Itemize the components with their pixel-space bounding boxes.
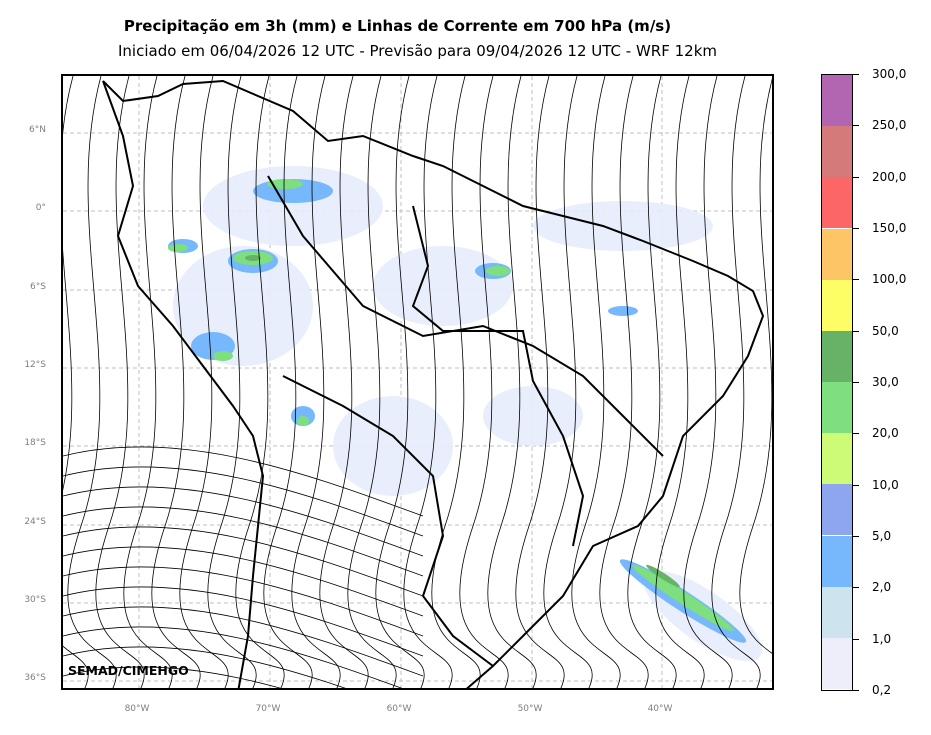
latitude-label: 6°S <box>30 282 46 292</box>
colorbar-tick <box>852 587 859 589</box>
streamline <box>459 76 509 688</box>
streamline <box>599 76 649 688</box>
colorbar-label: 50,0 <box>872 323 899 338</box>
colorbar-segment <box>822 75 852 127</box>
precipitation-field <box>168 166 763 662</box>
streamline <box>431 76 481 688</box>
latitude-label: 24°S <box>24 517 46 527</box>
streamline <box>95 76 145 688</box>
streamline <box>63 76 89 688</box>
colorbar-tick <box>852 74 859 75</box>
longitude-label: 40°W <box>647 704 673 714</box>
streamline <box>543 76 593 688</box>
streamline <box>63 446 424 517</box>
colorbar-label: 30,0 <box>872 375 899 389</box>
colorbar-segment <box>822 279 852 331</box>
streamline <box>63 486 424 557</box>
colorbar-segment <box>822 433 852 485</box>
latitude-label: 0° <box>35 203 46 213</box>
colorbar-label: 150,0 <box>872 221 907 235</box>
streamline <box>235 76 285 688</box>
streamline <box>291 76 341 688</box>
longitude-label: 80°W <box>124 704 150 714</box>
colorbar-label: 10,0 <box>872 477 899 492</box>
colorbar-tick <box>852 433 859 435</box>
streamline <box>123 76 173 688</box>
streamline <box>347 76 397 688</box>
map-canvas <box>63 76 772 688</box>
colorbar-label: 300,0 <box>872 67 907 81</box>
longitude-label: 70°W <box>255 704 281 714</box>
streamline <box>67 76 117 688</box>
streamline <box>487 76 537 688</box>
colorbar-segment <box>822 177 852 229</box>
streamline <box>207 76 257 688</box>
streamline <box>627 76 677 688</box>
colorbar-segment <box>822 330 852 382</box>
colorbar-tick <box>852 279 859 281</box>
map-title: Precipitação em 3h (mm) e Linhas de Corr… <box>123 17 672 35</box>
colorbar-label: 2,0 <box>872 580 892 595</box>
streamline <box>63 466 424 537</box>
colorbar-segment <box>822 637 852 689</box>
colorbar-label: 20,0 <box>872 426 899 441</box>
streamline <box>63 646 346 688</box>
latitude-label: 30°S <box>24 595 46 605</box>
map-subtitle: Iniciado em 06/04/2026 12 UTC - Previsão… <box>117 42 718 60</box>
colorbar-tick <box>852 638 859 640</box>
colorbar-label: 250,0 <box>872 118 907 133</box>
forecast-map[interactable] <box>61 74 774 690</box>
colorbar-segment <box>822 228 852 280</box>
colorbar-segment <box>822 484 852 536</box>
streamline <box>515 76 565 688</box>
colorbar-tick <box>852 176 859 178</box>
colorbar-tick <box>852 690 859 691</box>
credit-label: SEMAD/CIMEHGO <box>68 663 189 678</box>
colorbar-segment <box>822 535 852 587</box>
colorbar-segment <box>822 382 852 434</box>
latitude-label: 18°S <box>24 438 46 448</box>
colorbar-label: 1,0 <box>872 631 892 646</box>
streamline <box>63 626 403 688</box>
colorbar-segment <box>822 586 852 638</box>
colorbar-tick <box>852 330 859 332</box>
streamline <box>63 586 424 657</box>
streamline <box>63 606 424 677</box>
colorbar-label: 5,0 <box>872 529 892 543</box>
colorbar-tick <box>852 536 859 537</box>
streamline <box>63 666 282 688</box>
streamline <box>179 76 229 688</box>
streamline <box>375 76 425 688</box>
latitude-label: 6°N <box>29 125 46 135</box>
longitude-label: 50°W <box>517 704 543 714</box>
colorbar-tick <box>852 228 859 229</box>
streamline <box>571 76 621 688</box>
colorbar-tick <box>852 125 859 127</box>
streamline <box>151 76 201 688</box>
streamline <box>263 76 313 688</box>
colorbar-tick <box>852 484 859 486</box>
streamline <box>711 76 761 688</box>
streamline <box>319 76 369 688</box>
streamline <box>63 566 424 637</box>
streamline <box>739 78 772 654</box>
colorbar <box>821 74 853 691</box>
longitude-label: 60°W <box>386 704 412 714</box>
colorbar-label: 200,0 <box>872 169 907 184</box>
latitude-label: 36°S <box>24 673 46 683</box>
streamline <box>655 76 705 688</box>
streamline <box>63 506 424 577</box>
streamline <box>63 526 424 597</box>
streamline <box>403 76 453 688</box>
streamline <box>683 76 733 688</box>
latitude-label: 12°S <box>24 360 46 370</box>
streamline <box>63 546 424 617</box>
colorbar-tick <box>852 382 859 383</box>
colorbar-label: 0,2 <box>872 683 892 697</box>
colorbar-label: 100,0 <box>872 272 907 287</box>
colorbar-segment <box>822 126 852 178</box>
streamlines <box>63 76 772 688</box>
